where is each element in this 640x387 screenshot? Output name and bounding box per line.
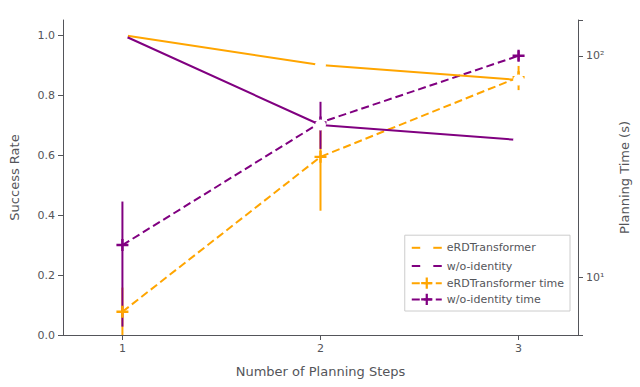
svg-text:0.6: 0.6 bbox=[38, 149, 56, 162]
svg-text:Planning Time (s): Planning Time (s) bbox=[617, 121, 632, 234]
svg-text:2: 2 bbox=[317, 342, 324, 355]
svg-text:1.0: 1.0 bbox=[38, 29, 56, 42]
svg-text:Number of Planning Steps: Number of Planning Steps bbox=[236, 364, 406, 379]
svg-text:3: 3 bbox=[515, 342, 522, 355]
svg-text:eRDTransformer time: eRDTransformer time bbox=[447, 277, 564, 290]
svg-text:0.2: 0.2 bbox=[38, 269, 56, 282]
svg-text:1: 1 bbox=[119, 342, 126, 355]
svg-text:10²: 10² bbox=[586, 49, 604, 62]
svg-text:10¹: 10¹ bbox=[586, 271, 604, 284]
svg-text:0.8: 0.8 bbox=[38, 89, 56, 102]
svg-text:0.4: 0.4 bbox=[38, 209, 56, 222]
svg-text:w/o-identity: w/o-identity bbox=[447, 260, 513, 273]
svg-text:w/o-identity time: w/o-identity time bbox=[447, 293, 541, 306]
svg-text:Success Rate: Success Rate bbox=[7, 134, 22, 220]
svg-text:eRDTransformer: eRDTransformer bbox=[447, 241, 536, 254]
svg-text:0.0: 0.0 bbox=[38, 329, 56, 342]
